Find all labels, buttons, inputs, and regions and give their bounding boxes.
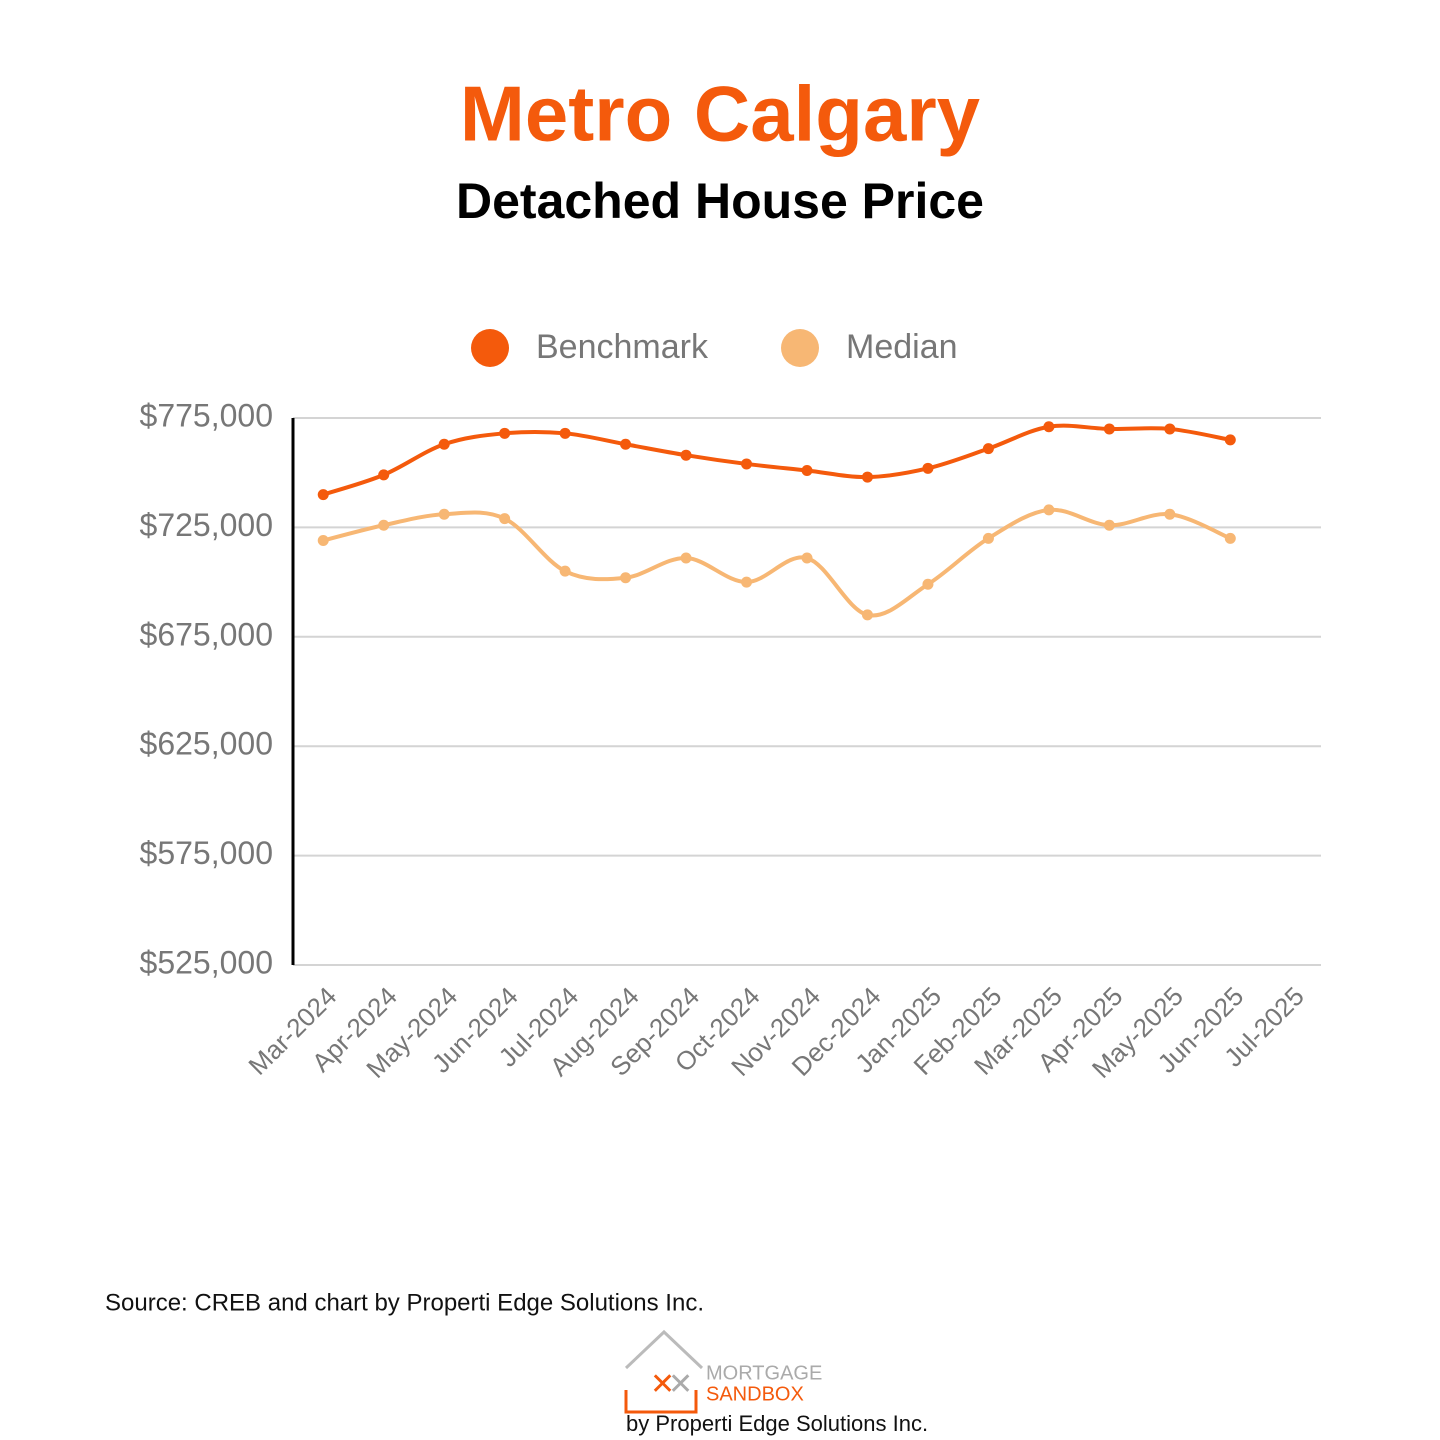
logo-text: SANDBOX xyxy=(706,1383,804,1405)
data-point xyxy=(861,471,873,483)
data-point xyxy=(982,443,994,455)
data-point xyxy=(801,465,813,477)
logo: ✕ ✕ MORTGAGE SANDBOX by Properti Edge So… xyxy=(624,1329,928,1436)
legend-marker xyxy=(781,329,819,367)
data-point xyxy=(861,609,873,621)
data-point xyxy=(438,508,450,520)
data-point xyxy=(317,535,329,547)
data-point xyxy=(1164,508,1176,520)
logo-mark: ✕ xyxy=(668,1368,693,1401)
data-point xyxy=(1224,532,1236,544)
data-point xyxy=(438,438,450,450)
data-point xyxy=(499,427,511,439)
series-line xyxy=(322,507,1232,618)
data-point xyxy=(922,462,934,474)
data-point xyxy=(1103,423,1115,435)
data-point xyxy=(1224,434,1236,446)
legend-label: Benchmark xyxy=(536,328,709,366)
data-point xyxy=(680,449,692,461)
logo-frame xyxy=(624,1390,698,1414)
data-point xyxy=(317,489,329,501)
source-note: Source: CREB and chart by Properti Edge … xyxy=(105,1289,704,1316)
data-point xyxy=(922,578,934,590)
data-point xyxy=(378,469,390,481)
y-tick-label: $775,000 xyxy=(140,397,273,433)
data-point xyxy=(1043,421,1055,433)
logo-roof xyxy=(624,1329,704,1370)
legend-marker xyxy=(471,329,509,367)
data-point xyxy=(741,458,753,470)
data-point xyxy=(982,532,994,544)
byline: by Properti Edge Solutions Inc. xyxy=(626,1411,928,1436)
data-point xyxy=(620,438,632,450)
y-tick-label: $675,000 xyxy=(140,616,273,652)
data-point xyxy=(741,576,753,588)
y-tick-label: $725,000 xyxy=(140,507,273,543)
chart-subtitle: Detached House Price xyxy=(456,173,984,229)
data-point xyxy=(1164,423,1176,435)
logo-mark: ✕ xyxy=(650,1368,675,1401)
data-point xyxy=(559,427,571,439)
y-tick-label: $625,000 xyxy=(140,726,273,762)
data-point xyxy=(1043,504,1055,516)
data-point xyxy=(1103,519,1115,531)
y-tick-label: $575,000 xyxy=(140,835,273,871)
data-point xyxy=(559,565,571,577)
legend-label: Median xyxy=(846,328,958,366)
data-point xyxy=(378,519,390,531)
data-point xyxy=(801,552,813,564)
data-point xyxy=(620,572,632,584)
logo-text: MORTGAGE xyxy=(706,1362,822,1384)
chart-title: Metro Calgary xyxy=(460,70,980,158)
series-line xyxy=(322,423,1231,497)
data-point xyxy=(680,552,692,564)
data-point xyxy=(499,513,511,525)
y-tick-label: $525,000 xyxy=(140,944,273,980)
